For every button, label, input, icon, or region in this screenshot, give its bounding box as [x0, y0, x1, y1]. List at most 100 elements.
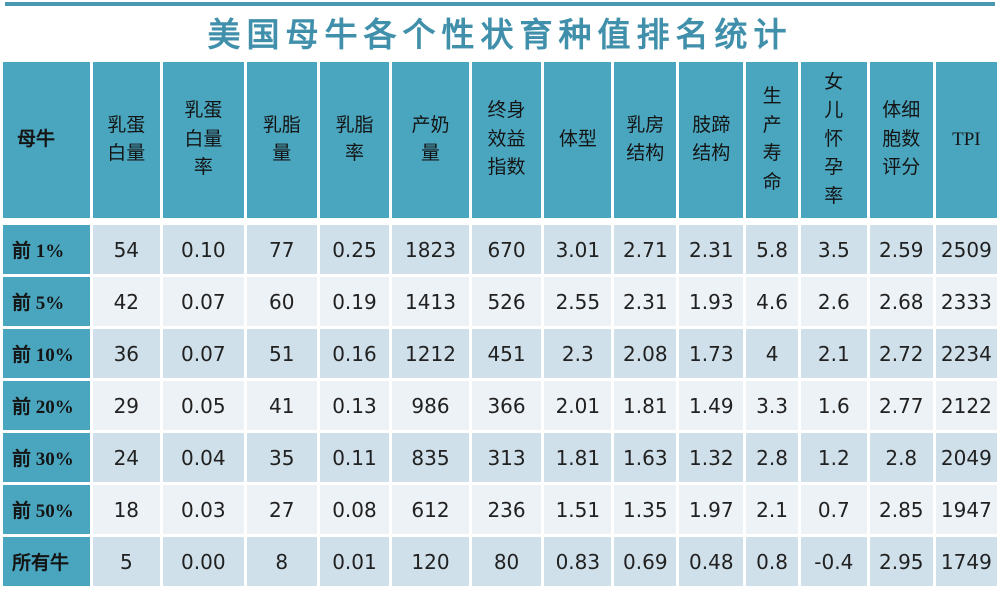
table-cell: 0.25: [319, 225, 390, 274]
table-cell: 1413: [392, 277, 469, 326]
table-cell: 1.49: [679, 381, 744, 430]
table-cell: 3.5: [800, 225, 867, 274]
col-header-feet-legs-composite: 肢蹄 结构: [679, 62, 744, 222]
table-cell: 0.83: [544, 537, 612, 586]
table-cell: 2.31: [614, 277, 677, 326]
table-cell: 1749: [935, 537, 997, 586]
col-header-milk-protein-percent: 乳蛋 白量 率: [162, 62, 244, 222]
table-cell: 2.01: [544, 381, 612, 430]
table-cell: 80: [471, 537, 542, 586]
top-accent-line: [5, 2, 995, 6]
table-row: 前 10% 36 0.07 51 0.16 1212 451 2.3 2.08 1.73 4 2.1 2…: [3, 329, 997, 378]
table-cell: 0.07: [162, 277, 244, 326]
table-cell: 0.48: [679, 537, 744, 586]
col-header-somatic-cell-score: 体细 胞数 评分: [869, 62, 933, 222]
table-cell: 986: [392, 381, 469, 430]
table-cell: 5: [92, 537, 160, 586]
table-body: 前 1% 54 0.10 77 0.25 1823 670 3.01 2.71 2.31 5.8 3.…: [3, 225, 997, 586]
table-cell: 835: [392, 433, 469, 482]
table-cell: 0.13: [319, 381, 390, 430]
table-cell: 236: [471, 485, 542, 534]
table-cell: 0.01: [319, 537, 390, 586]
table-cell: 2.3: [544, 329, 612, 378]
table-cell: 2.95: [869, 537, 933, 586]
table-cell: 3.01: [544, 225, 612, 274]
table-cell: 2.72: [869, 329, 933, 378]
table-cell: 366: [471, 381, 542, 430]
table-cell: 0.8: [746, 537, 798, 586]
col-header-milk-yield: 产奶 量: [392, 62, 469, 222]
table-cell: 1.51: [544, 485, 612, 534]
table-cell: 3.3: [746, 381, 798, 430]
row-label: 前 10%: [3, 329, 90, 378]
table-cell: 2.1: [800, 329, 867, 378]
table-cell: 2.85: [869, 485, 933, 534]
table-cell: 2.8: [746, 433, 798, 482]
table-cell: 1823: [392, 225, 469, 274]
table-cell: 2122: [935, 381, 997, 430]
table-cell: 4.6: [746, 277, 798, 326]
table-cell: 2.1: [746, 485, 798, 534]
table-cell: 612: [392, 485, 469, 534]
table-cell: 0.11: [319, 433, 390, 482]
table-row: 所有牛 5 0.00 8 0.01 120 80 0.83 0.69 0.48 0.8 -0.4 2.9…: [3, 537, 997, 586]
col-header-lifetime-merit-index: 终身 效益 指数: [471, 62, 542, 222]
table-cell: 77: [246, 225, 317, 274]
col-header-milk-fat-yield: 乳脂 量: [246, 62, 317, 222]
table-cell: 8: [246, 537, 317, 586]
col-header-milk-fat-percent: 乳脂 率: [319, 62, 390, 222]
table-cell: 2.71: [614, 225, 677, 274]
table-cell: 54: [92, 225, 160, 274]
table-cell: 2.6: [800, 277, 867, 326]
table-cell: 0.08: [319, 485, 390, 534]
table-row: 前 1% 54 0.10 77 0.25 1823 670 3.01 2.71 2.31 5.8 3.…: [3, 225, 997, 274]
table-cell: 2.55: [544, 277, 612, 326]
table-cell: 2.77: [869, 381, 933, 430]
table-cell: 1.63: [614, 433, 677, 482]
table-cell: 1212: [392, 329, 469, 378]
table-cell: 0.07: [162, 329, 244, 378]
row-label: 前 20%: [3, 381, 90, 430]
table-cell: 51: [246, 329, 317, 378]
table-cell: 27: [246, 485, 317, 534]
table-cell: 1.35: [614, 485, 677, 534]
page-title: 美国母牛各个性状育种值排名统计: [207, 15, 793, 54]
col-header-body-type: 体型: [544, 62, 612, 222]
table-cell: 0.69: [614, 537, 677, 586]
col-header-udder-composite: 乳房 结构: [614, 62, 677, 222]
table-cell: 42: [92, 277, 160, 326]
table-cell: 0.7: [800, 485, 867, 534]
row-label: 前 5%: [3, 277, 90, 326]
table-cell: 4: [746, 329, 798, 378]
table-cell: 1.93: [679, 277, 744, 326]
table-cell: 2509: [935, 225, 997, 274]
table-cell: 2.08: [614, 329, 677, 378]
table-cell: 1.81: [544, 433, 612, 482]
table-cell: 2.31: [679, 225, 744, 274]
table-cell: 2049: [935, 433, 997, 482]
table-cell: 0.03: [162, 485, 244, 534]
table-cell: 24: [92, 433, 160, 482]
table-cell: 5.8: [746, 225, 798, 274]
table-cell: 120: [392, 537, 469, 586]
table-cell: 60: [246, 277, 317, 326]
col-header-cow: 母牛: [3, 62, 90, 222]
row-label: 前 50%: [3, 485, 90, 534]
table-cell: 670: [471, 225, 542, 274]
table-row: 前 20% 29 0.05 41 0.13 986 366 2.01 1.81 1.49 3.3 1.…: [3, 381, 997, 430]
table-cell: 313: [471, 433, 542, 482]
table-row: 前 30% 24 0.04 35 0.11 835 313 1.81 1.63 1.32 2.8 1.…: [3, 433, 997, 482]
table-row: 前 50% 18 0.03 27 0.08 612 236 1.51 1.35 1.97 2.1 0.…: [3, 485, 997, 534]
table-cell: 1.32: [679, 433, 744, 482]
table-cell: 1.6: [800, 381, 867, 430]
row-label: 所有牛: [3, 537, 90, 586]
table-header-row: 母牛 乳蛋 白量 乳蛋 白量 率 乳脂 量 乳脂 率 产奶 量 终身 效益 指数…: [3, 62, 997, 222]
breeding-value-rank-table: 母牛 乳蛋 白量 乳蛋 白量 率 乳脂 量 乳脂 率 产奶 量 终身 效益 指数…: [0, 59, 1000, 589]
row-label: 前 30%: [3, 433, 90, 482]
table-cell: 0.19: [319, 277, 390, 326]
table-cell: 18: [92, 485, 160, 534]
table-cell: 2.68: [869, 277, 933, 326]
table-cell: 1.2: [800, 433, 867, 482]
table-cell: 2234: [935, 329, 997, 378]
